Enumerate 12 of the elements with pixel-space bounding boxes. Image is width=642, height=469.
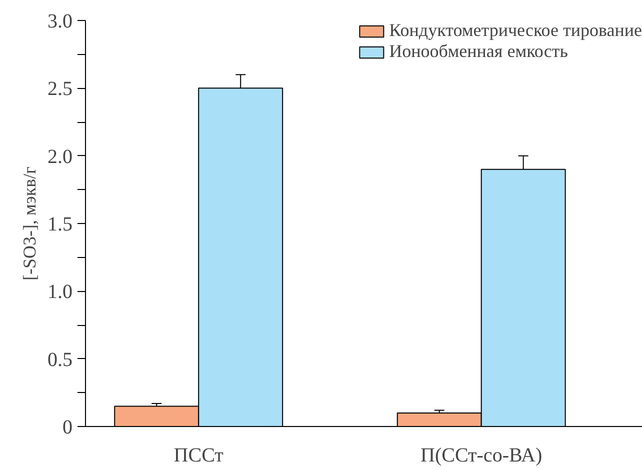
y-tick-label: 1.5 bbox=[48, 214, 72, 236]
y-tick-label: 2.0 bbox=[48, 146, 72, 168]
x-tick-label: ПССт bbox=[174, 444, 224, 466]
legend-label: Ионообменная емкость bbox=[389, 41, 568, 62]
y-axis-title: [-SO3-], мэкв/г bbox=[20, 166, 40, 280]
y-tick-label: 0.5 bbox=[48, 348, 72, 371]
y-tick-label: 3.0 bbox=[48, 10, 72, 32]
y-tick-label: 1.0 bbox=[48, 281, 72, 304]
y-tick-label: 2.5 bbox=[48, 78, 72, 100]
legend-label: Кондуктометрическое тирование bbox=[389, 20, 642, 41]
x-tick-label: П(ССт-со-ВА) bbox=[420, 444, 542, 466]
y-tick-label: 0 bbox=[62, 416, 72, 438]
